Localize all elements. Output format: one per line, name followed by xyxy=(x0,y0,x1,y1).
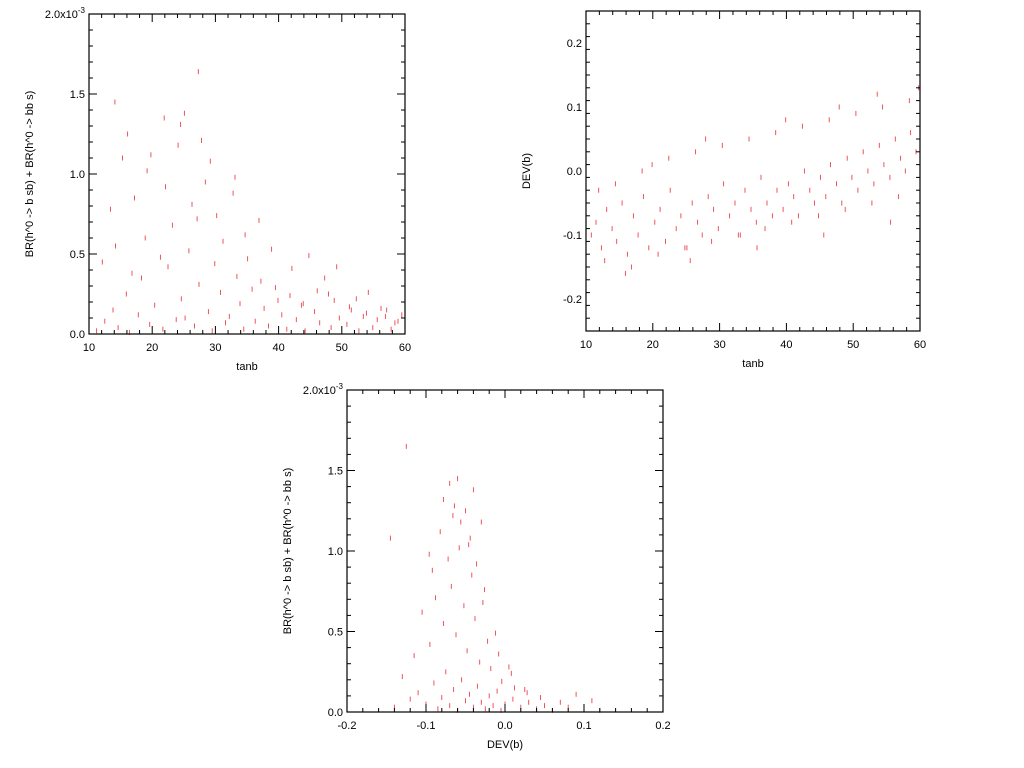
x-axis-label: tanb xyxy=(742,358,763,370)
y-tick-label: 0.2 xyxy=(567,38,582,50)
x-tick-label: 20 xyxy=(647,339,659,351)
points-group xyxy=(96,69,403,335)
x-tick-label: 0.2 xyxy=(655,720,670,732)
points-group xyxy=(389,443,601,713)
y-tick-label: 1.0 xyxy=(70,169,85,181)
y-tick-label: 0.0 xyxy=(328,707,343,719)
x-tick-label: -0.2 xyxy=(338,720,357,732)
x-tick-label: 40 xyxy=(272,342,284,354)
y-axis-label: BR(h^0 -> b sb) + BR(h^0 -> bb s) xyxy=(282,468,294,635)
y-tick-label: 2.0x10-3 xyxy=(303,382,344,397)
x-tick-label: 30 xyxy=(713,339,725,351)
y-exponent: -3 xyxy=(336,382,344,391)
plot-frame xyxy=(346,389,664,713)
y-tick-label: 1.5 xyxy=(328,466,343,478)
x-tick-label: -0.1 xyxy=(417,720,436,732)
x-tick-label: 10 xyxy=(580,339,592,351)
x-tick-label: 50 xyxy=(336,342,348,354)
x-tick-label: 60 xyxy=(399,342,411,354)
y-tick-label: 0.0 xyxy=(567,166,582,178)
x-tick-label: 10 xyxy=(83,342,95,354)
chart-bottom: -0.2 -0.1 0.0 0.1 0.2 0.0 0.5 1.0 1.5 2.0x10-3 DEV… xyxy=(282,382,671,751)
chart-top-right: 10 20 30 40 50 60 -0.2 -0.1 0.0 0.1 0.2 tanb DEV(b) xyxy=(521,10,926,370)
y-tick-label: 0.0 xyxy=(70,329,85,341)
y-tick-label: 1.0 xyxy=(328,546,343,558)
x-tick-label: 0.0 xyxy=(497,720,512,732)
y-axis-label: DEV(b) xyxy=(521,153,533,189)
y-tick-label: 1.5 xyxy=(70,89,85,101)
x-axis-label: tanb xyxy=(236,361,257,373)
x-tick-label: 30 xyxy=(209,342,221,354)
y-tick-label: 0.5 xyxy=(70,249,85,261)
x-tick-label: 40 xyxy=(780,339,792,351)
x-tick-label: 0.1 xyxy=(576,720,591,732)
x-tick-label: 20 xyxy=(146,342,158,354)
y-tick-label: 0.5 xyxy=(328,627,343,639)
points-group xyxy=(590,85,920,276)
y-tick-label: -0.1 xyxy=(563,230,582,242)
y-axis-label: BR(h^0 -> b sb) + BR(h^0 -> bb s) xyxy=(24,91,36,258)
chart-top-left: 10 20 30 40 50 60 0.0 0.5 1.0 1.5 2.0x10-3 tanb BR(h… xyxy=(24,6,411,373)
plot-frame xyxy=(585,10,921,332)
y-tick-label: -0.2 xyxy=(563,294,582,306)
y-exponent: -3 xyxy=(78,6,86,15)
plot-frame xyxy=(88,13,406,335)
y-tick-label: 0.1 xyxy=(567,102,582,114)
x-axis-label: DEV(b) xyxy=(487,739,523,751)
y-tick-label: 2.0x10-3 xyxy=(45,6,86,21)
x-tick-label: 50 xyxy=(847,339,859,351)
x-tick-label: 60 xyxy=(914,339,926,351)
